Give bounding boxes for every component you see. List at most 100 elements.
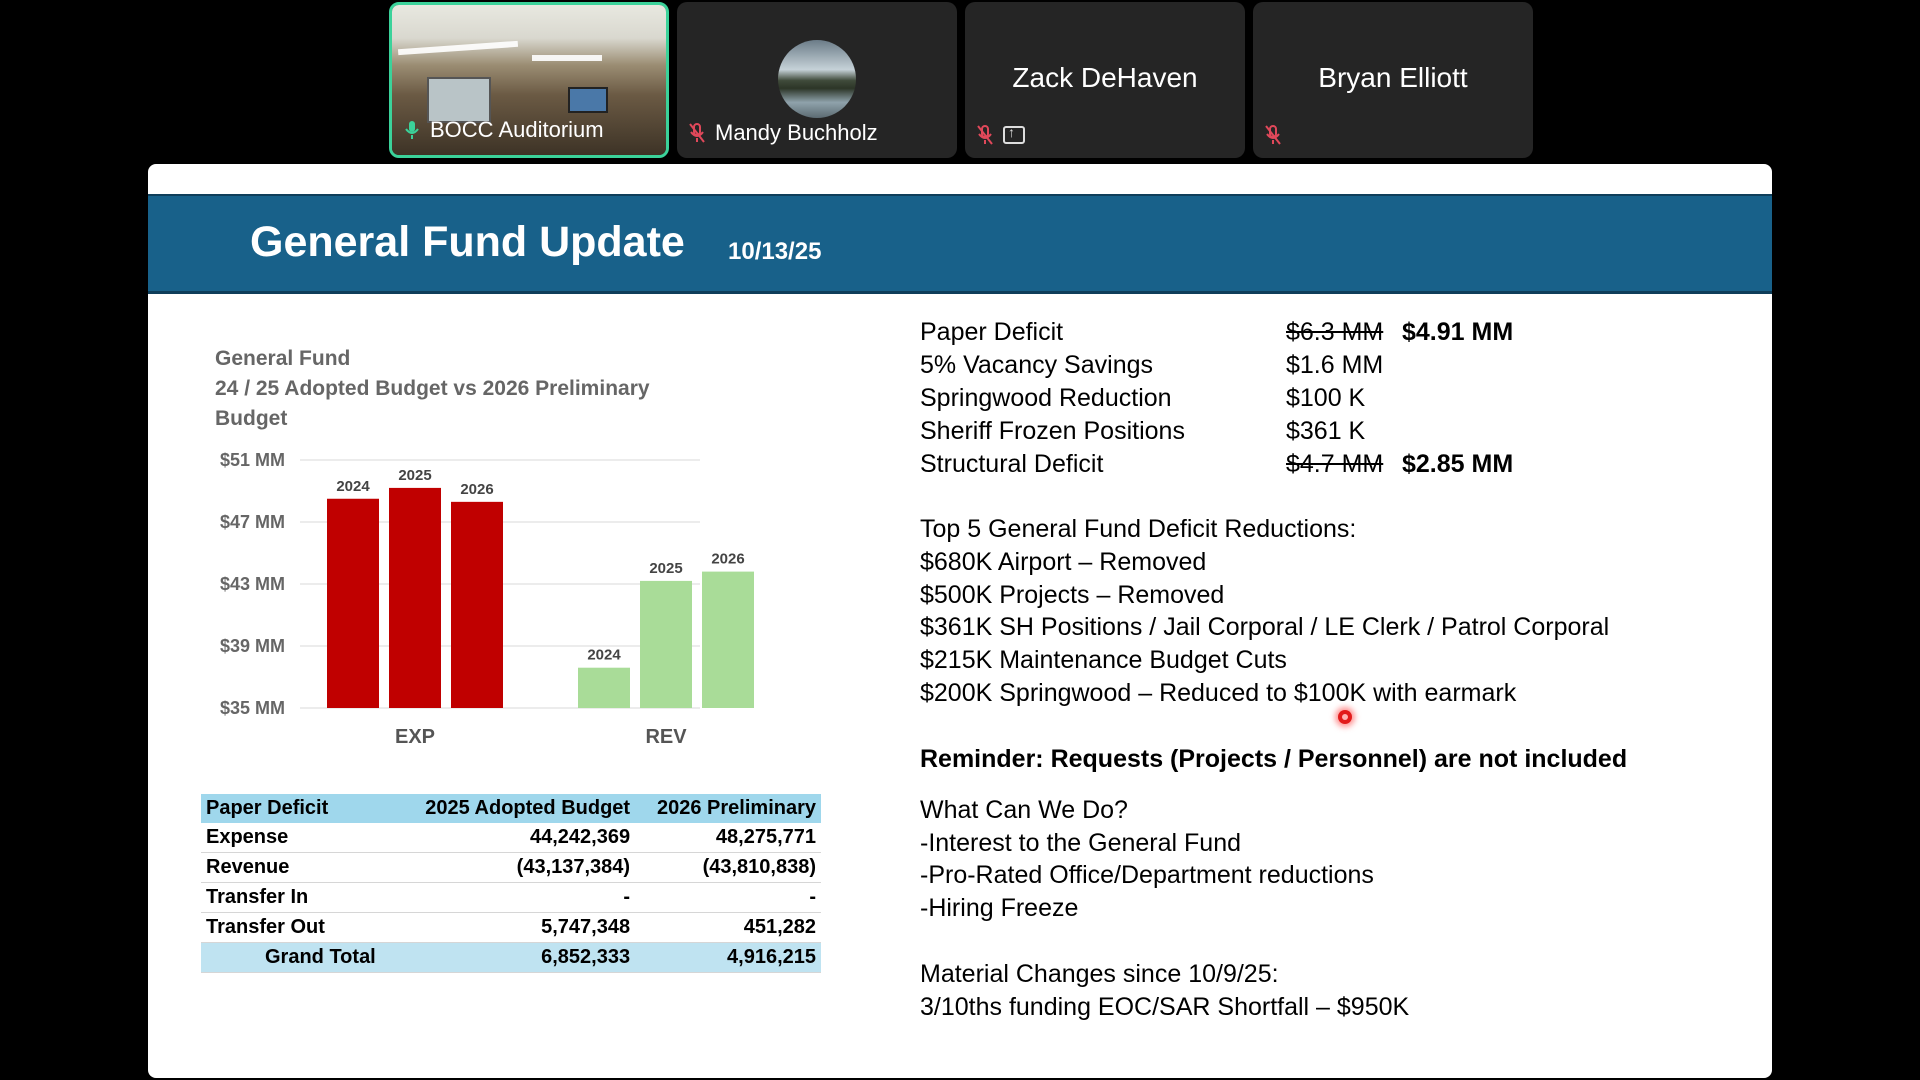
y-tick-label: $39 MM (220, 636, 285, 656)
y-tick-label: $47 MM (220, 512, 285, 532)
reduction-item: $680K Airport – Removed (920, 548, 1207, 576)
participant-name: Zack DeHaven (1012, 62, 1198, 93)
table-cell: 4,916,215 (635, 942, 821, 973)
summary-row: Sheriff Frozen Positions $361 K (920, 417, 1740, 450)
reductions-heading: Top 5 General Fund Deficit Reductions: (920, 515, 1357, 543)
y-tick-label: $43 MM (220, 574, 285, 594)
microphone-muted-icon (977, 125, 993, 145)
chart-title-line: General Fund (215, 347, 351, 370)
bar-data-label: 2024 (587, 647, 621, 664)
table-row: Transfer In - - (201, 882, 821, 913)
bar-data-label: 2024 (336, 478, 370, 495)
table-cell: 44,242,369 (398, 823, 636, 853)
tile-footer (1263, 124, 1283, 146)
what-heading: What Can We Do? (920, 796, 1128, 824)
tile-footer (975, 124, 1025, 146)
paper-deficit-table: Paper Deficit 2025 Adopted Budget 2026 P… (201, 794, 821, 973)
summary-old-value: $4.7 MM (1286, 450, 1384, 478)
summary-value: $361 K (1286, 417, 1366, 445)
table-row: Expense 44,242,369 48,275,771 (201, 823, 821, 853)
participant-tile-mandy-buchholz[interactable]: Mandy Buchholz (677, 2, 957, 158)
summary-row: 5% Vacancy Savings $1.6 MM (920, 351, 1740, 384)
microphone-icon (405, 121, 419, 139)
bar-data-label: 2025 (649, 560, 682, 577)
bar-exp-2025 (389, 487, 441, 708)
summary-label: Structural Deficit (920, 450, 1104, 478)
table-cell: (43,810,838) (635, 852, 821, 883)
laser-pointer (1338, 710, 1352, 724)
bar-exp-2026 (451, 501, 503, 708)
participant-tile-zack-dehaven[interactable]: Zack DeHaven (965, 2, 1245, 158)
category-label: EXP (395, 726, 435, 748)
table-row: Revenue (43,137,384) (43,810,838) (201, 852, 821, 883)
summary-row: Springwood Reduction $100 K (920, 384, 1740, 417)
screen-share-icon (1003, 124, 1025, 144)
changes-heading: Material Changes since 10/9/25: (920, 960, 1279, 988)
changes-item: 3/10ths funding EOC/SAR Shortfall – $950… (920, 993, 1410, 1021)
table-header-row: Paper Deficit 2025 Adopted Budget 2026 P… (201, 794, 821, 823)
bar-data-label: 2026 (460, 481, 493, 498)
slide-title: General Fund Update (250, 218, 685, 266)
table-header: Paper Deficit (201, 794, 399, 823)
table-cell: 451,282 (635, 912, 821, 943)
table-cell: Transfer In (201, 882, 399, 913)
video-feed (392, 5, 666, 155)
reminder-text: Reminder: Requests (Projects / Personnel… (920, 745, 1628, 773)
tile-footer: BOCC Auditorium (402, 117, 604, 143)
y-tick-label: $51 MM (220, 450, 285, 470)
table-cell: 48,275,771 (635, 823, 821, 853)
y-tick-label: $35 MM (220, 698, 285, 718)
what-item: -Interest to the General Fund (920, 829, 1242, 857)
summary-label: 5% Vacancy Savings (920, 351, 1153, 379)
table-header: 2026 Preliminary (635, 794, 821, 823)
table-cell: - (398, 882, 636, 913)
category-label: REV (645, 726, 687, 748)
summary-value: $1.6 MM (1286, 351, 1384, 379)
participant-tile-bocc-auditorium[interactable]: BOCC Auditorium (389, 2, 669, 158)
slide-banner: General Fund Update 10/13/25 (148, 194, 1772, 294)
table-header: 2025 Adopted Budget (398, 794, 636, 823)
chart-title-line: 24 / 25 Adopted Budget vs 2026 Prelimina… (215, 377, 650, 400)
table-cell: (43,137,384) (398, 852, 636, 883)
summary-value: $100 K (1286, 384, 1366, 412)
summary-row: Paper Deficit $6.3 MM $4.91 MM (920, 318, 1740, 351)
table-cell: Grand Total (201, 942, 399, 973)
bar-data-label: 2026 (711, 551, 744, 568)
bar-rev-2024 (578, 667, 630, 708)
slide-date: 10/13/25 (728, 238, 822, 265)
participant-name: Mandy Buchholz (715, 120, 878, 145)
summary-old-value: $6.3 MM (1286, 318, 1384, 346)
microphone-muted-icon (1265, 125, 1281, 145)
table-row: Transfer Out 5,747,348 451,282 (201, 912, 821, 943)
budget-chart: General Fund 24 / 25 Adopted Budget vs 2… (200, 344, 760, 764)
what-item: -Hiring Freeze (920, 894, 1079, 922)
tile-footer: Mandy Buchholz (687, 120, 878, 146)
table-cell: 5,747,348 (398, 912, 636, 943)
participant-name: Bryan Elliott (1318, 62, 1468, 93)
chart-title: General Fund 24 / 25 Adopted Budget vs 2… (215, 344, 715, 434)
participant-tile-bryan-elliott[interactable]: Bryan Elliott (1253, 2, 1533, 158)
participant-name: BOCC Auditorium (430, 117, 604, 142)
table-total-row: Grand Total 6,852,333 4,916,215 (201, 942, 821, 973)
table-cell: Expense (201, 823, 399, 853)
chart-title-line: Budget (215, 407, 288, 430)
chart-plot: $51 MM $47 MM $43 MM $39 MM $35 MM 2024 2025 20… (220, 450, 754, 748)
what-item: -Pro-Rated Office/Department reductions (920, 861, 1374, 889)
table-cell: - (635, 882, 821, 913)
summary-new-value: $4.91 MM (1402, 318, 1514, 346)
avatar (778, 40, 856, 118)
bar-rev-2026 (702, 571, 754, 708)
bar-exp-2024 (327, 498, 379, 708)
table-cell: Revenue (201, 852, 399, 883)
summary-new-value: $2.85 MM (1402, 450, 1514, 478)
table-cell: 6,852,333 (398, 942, 636, 973)
microphone-muted-icon (689, 123, 705, 143)
participant-strip: BOCC Auditorium Mandy Buchholz Zack DeHa… (389, 2, 1533, 160)
bar-data-label: 2025 (398, 467, 431, 484)
reduction-item: $215K Maintenance Budget Cuts (920, 646, 1287, 674)
table-cell: Transfer Out (201, 912, 399, 943)
bar-rev-2025 (640, 580, 692, 708)
reduction-item: $500K Projects – Removed (920, 581, 1225, 609)
summary-row: Structural Deficit $4.7 MM $2.85 MM (920, 450, 1740, 483)
summary-label: Springwood Reduction (920, 384, 1172, 412)
